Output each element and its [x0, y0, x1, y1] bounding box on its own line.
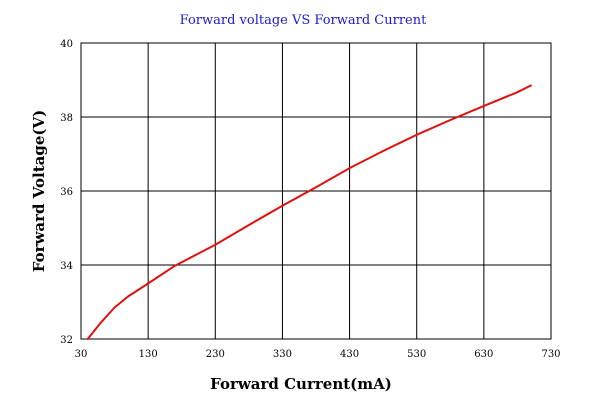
- x-tick-label: 730: [541, 349, 560, 360]
- y-tick-label: 40: [60, 39, 73, 50]
- grid: [80, 42, 552, 340]
- series-layer: [86, 84, 532, 340]
- chart-title: Forward voltage VS Forward Current: [180, 13, 427, 28]
- y-tick-label: 38: [60, 113, 73, 124]
- x-tick-label: 630: [474, 349, 493, 360]
- x-tick-label: 330: [273, 349, 292, 360]
- y-tick-label: 32: [60, 335, 73, 346]
- x-tick-label: 30: [75, 349, 88, 360]
- x-axis-label: Forward Current(mA): [210, 375, 392, 393]
- x-tick-label: 130: [139, 349, 158, 360]
- y-axis-ticks: 32 34 36 38 40: [60, 39, 73, 346]
- x-tick-label: 530: [407, 349, 426, 360]
- y-tick-label: 34: [60, 261, 73, 272]
- x-tick-label: 430: [340, 349, 359, 360]
- plot-frame: [80, 42, 552, 340]
- x-axis-ticks: 30 130 230 330 430 530 630 730: [75, 349, 561, 360]
- series-line: [86, 84, 532, 340]
- y-axis-label: Forward Voltage(V): [30, 110, 48, 272]
- y-tick-label: 36: [60, 187, 73, 198]
- x-tick-label: 230: [206, 349, 225, 360]
